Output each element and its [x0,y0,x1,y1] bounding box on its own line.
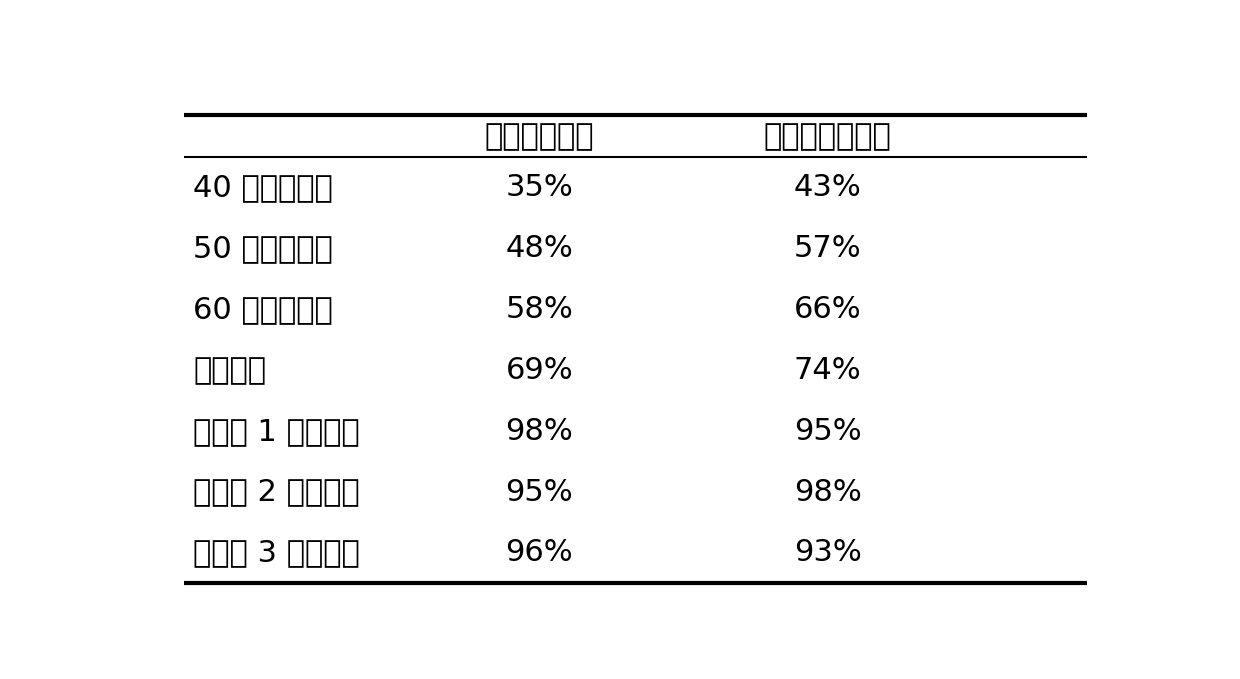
Text: 实施例 3 复合材料: 实施例 3 复合材料 [193,538,360,568]
Text: 50 目活性污泥: 50 目活性污泥 [193,234,334,263]
Text: 40 目活性污泥: 40 目活性污泥 [193,173,334,202]
Text: 60 目活性污泥: 60 目活性污泥 [193,295,334,324]
Text: 实施例 2 复合材料: 实施例 2 复合材料 [193,477,360,507]
Text: 43%: 43% [794,173,862,202]
Text: 玫瑰红去除率: 玫瑰红去除率 [485,122,594,151]
Text: 74%: 74% [794,356,862,385]
Text: 69%: 69% [506,356,573,385]
Text: 35%: 35% [506,173,573,202]
Text: 66%: 66% [794,295,862,324]
Text: 98%: 98% [506,417,573,445]
Text: 57%: 57% [794,234,862,263]
Text: 活性艳蓝去除率: 活性艳蓝去除率 [764,122,892,151]
Text: 95%: 95% [506,477,573,507]
Text: 96%: 96% [506,538,573,568]
Text: 58%: 58% [506,295,573,324]
Text: 95%: 95% [794,417,862,445]
Text: 48%: 48% [506,234,573,263]
Text: 98%: 98% [794,477,862,507]
Text: 实施例 1 复合材料: 实施例 1 复合材料 [193,417,360,445]
Text: 93%: 93% [794,538,862,568]
Text: 氧化亚铜: 氧化亚铜 [193,356,267,385]
